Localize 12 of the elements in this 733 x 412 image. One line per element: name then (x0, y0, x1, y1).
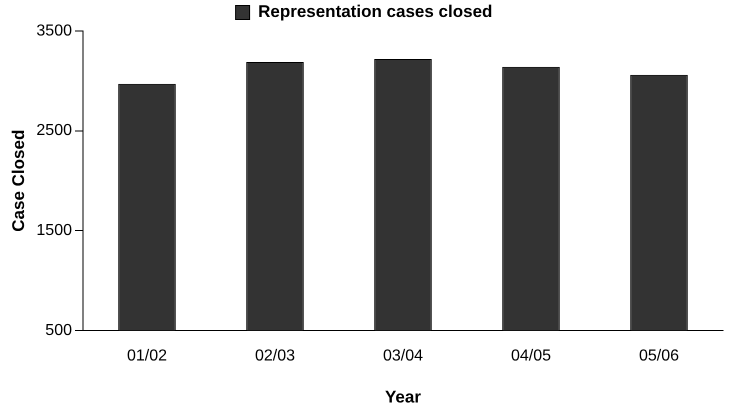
y-axis-title: Case Closed (8, 130, 28, 232)
x-tick-label: 02/03 (254, 347, 296, 364)
y-tick-label: 3500 (36, 22, 72, 40)
y-tick-label: 1500 (36, 222, 72, 240)
legend-label: Representation cases closed (258, 2, 492, 22)
x-tick-label: 03/04 (382, 347, 424, 364)
y-tick-label: 500 (45, 322, 72, 339)
x-axis-title: Year (385, 387, 422, 406)
y-tick-label: 2500 (36, 122, 72, 140)
x-tick-label: 04/05 (510, 347, 552, 364)
x-tick-label: 05/06 (638, 347, 680, 364)
x-tick-label: 01/02 (126, 347, 168, 364)
